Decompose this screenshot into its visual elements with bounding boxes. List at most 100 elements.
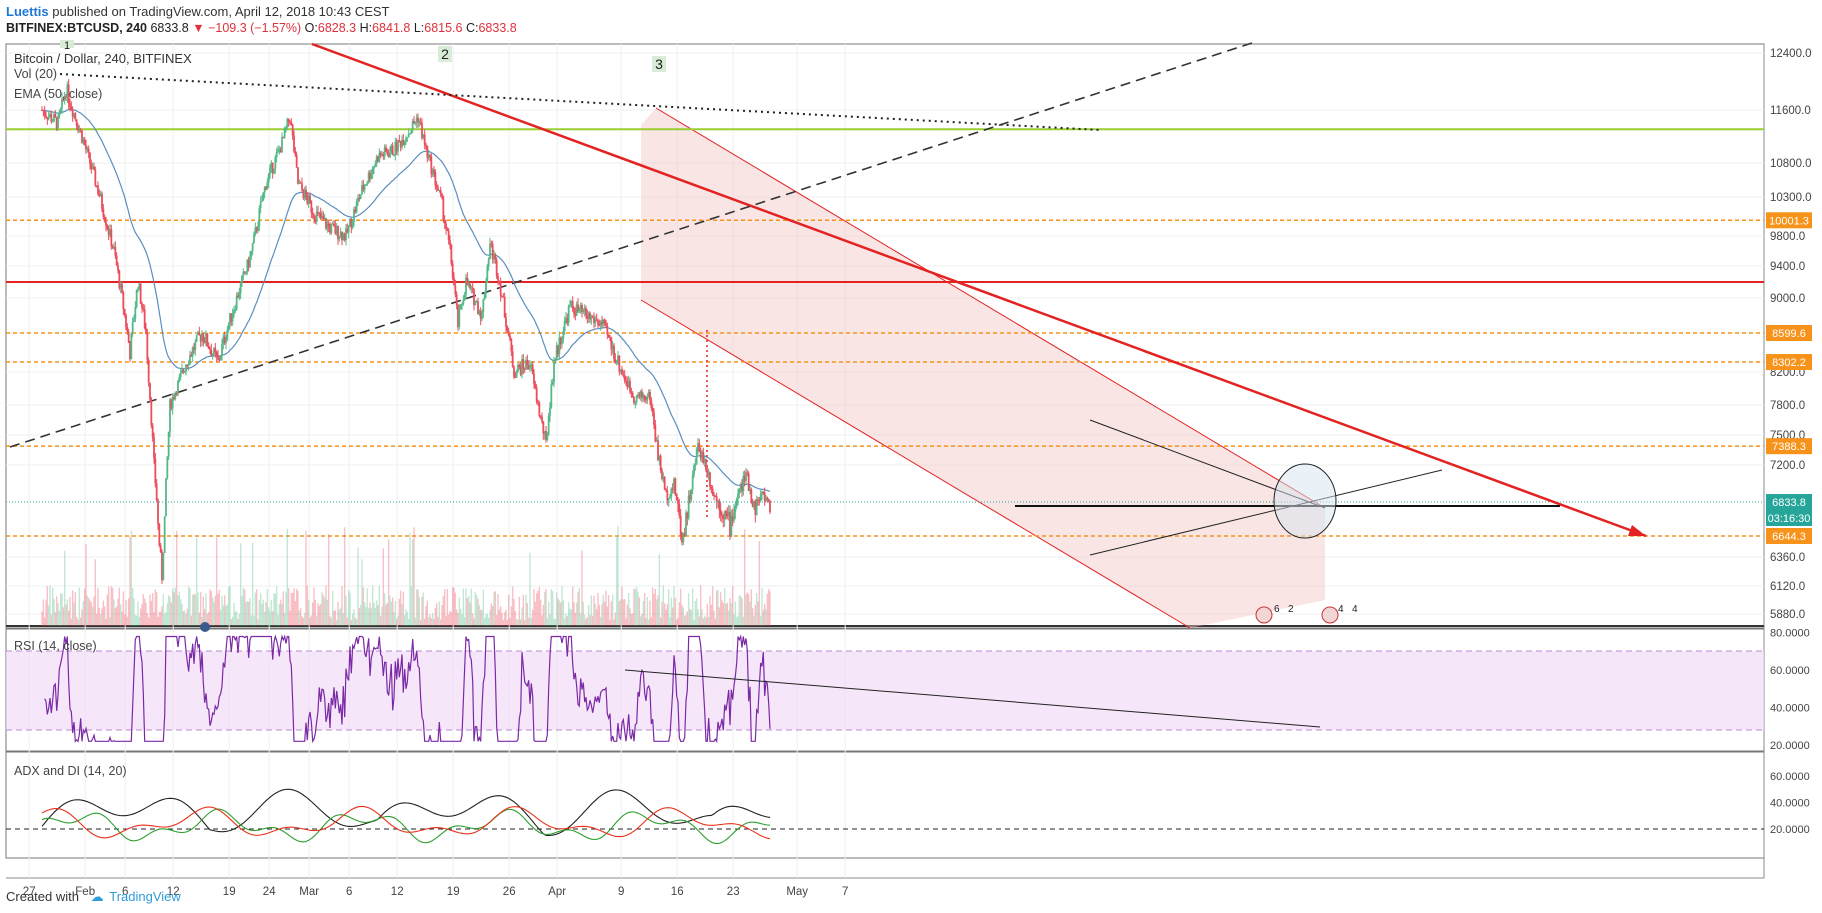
candle-body: [113, 246, 115, 249]
candle-body: [375, 156, 378, 164]
volume-bar: [193, 593, 195, 626]
candle-body: [751, 502, 754, 508]
volume-bar: [505, 609, 507, 626]
info-dot-icon[interactable]: [200, 622, 210, 632]
volume-bar: [683, 615, 686, 626]
candle-body: [499, 281, 502, 296]
rsi-line: [44, 634, 771, 744]
tradingview-link[interactable]: TradingView: [109, 889, 181, 904]
candle-body: [391, 145, 394, 155]
candle-body: [467, 283, 470, 286]
volume-bar: [371, 585, 374, 626]
candle-body: [415, 117, 418, 123]
volume-bar: [685, 614, 687, 626]
candle-body: [126, 327, 129, 332]
candle-body: [286, 118, 289, 128]
candle-body: [690, 489, 693, 500]
candle-body: [49, 114, 51, 117]
candle-body: [550, 384, 553, 408]
volume-bar: [285, 591, 287, 626]
volume-bar: [429, 614, 431, 626]
candle-body: [753, 500, 755, 508]
di-minus-line: [41, 805, 771, 840]
candle-body: [289, 121, 291, 123]
candle-body: [399, 141, 402, 148]
volume-bar: [101, 608, 103, 626]
volume-bar: [50, 614, 53, 626]
volume-bar: [86, 595, 89, 626]
volume-bar: [105, 618, 107, 626]
volume-bar: [667, 589, 670, 626]
candle-body: [70, 106, 73, 110]
volume-bar: [123, 614, 126, 626]
volume-bar: [197, 592, 199, 626]
candle-body: [74, 113, 77, 120]
volume-bar: [755, 593, 758, 626]
candle-body: [363, 185, 366, 190]
candle-body: [63, 96, 66, 100]
candle-body: [271, 162, 274, 174]
candle-body: [658, 456, 661, 461]
volume-bar: [673, 585, 675, 626]
volume-bar: [443, 589, 446, 626]
candle-body: [198, 332, 201, 336]
volume-bar: [713, 610, 715, 626]
rsi-band: [6, 651, 1764, 730]
candle-body: [631, 392, 634, 398]
price-tick-label: 5880.0: [1770, 609, 1805, 621]
volume-bar: [630, 613, 633, 626]
candle-body: [115, 255, 118, 266]
volume-bar: [645, 617, 647, 626]
event-flag-icon-2[interactable]: [1321, 606, 1339, 624]
volume-bar: [457, 613, 459, 626]
volume-bar: [757, 601, 759, 626]
volume-bar: [679, 588, 682, 626]
candle-body: [711, 488, 714, 495]
volume-bar: [433, 618, 435, 626]
volume-bar: [466, 598, 469, 626]
candle-body: [85, 144, 87, 150]
candle-body: [193, 347, 195, 350]
candle-body: [662, 477, 665, 479]
candle-body: [102, 208, 105, 217]
candle-body: [311, 212, 314, 215]
candle-body: [407, 133, 410, 138]
volume-bar: [111, 587, 114, 626]
candle-body: [379, 152, 382, 156]
candle-body: [209, 348, 211, 350]
candle-body: [389, 152, 391, 158]
tradingview-logo-icon[interactable]: ☁: [90, 889, 104, 904]
volume-bar: [591, 615, 594, 626]
candle-body: [269, 167, 271, 175]
candle-body: [706, 470, 709, 475]
volume-bar: [549, 614, 551, 626]
volume-bar: [289, 610, 291, 626]
volume-bar: [389, 595, 391, 626]
candle-body: [246, 259, 249, 273]
volume-bar: [646, 596, 649, 626]
candle-body: [498, 280, 501, 282]
candle-body: [549, 407, 551, 416]
candle-body: [86, 148, 89, 150]
volume-bar: [97, 588, 99, 626]
volume-bar: [729, 598, 731, 626]
price-axis-label: 8599.6: [1766, 325, 1812, 341]
candle-body: [589, 312, 591, 320]
volume-bar: [569, 608, 571, 626]
volume-bar: [274, 593, 277, 626]
author-link[interactable]: Luettis: [6, 4, 49, 19]
candle-body: [502, 296, 505, 298]
volume-bar: [570, 609, 573, 626]
candle-body: [486, 266, 489, 283]
candle-body: [135, 289, 138, 307]
volume-bar: [414, 617, 417, 626]
volume-bar: [637, 591, 639, 626]
candle-body: [530, 364, 533, 366]
candle-body: [754, 500, 757, 515]
event-flag-icon[interactable]: [1255, 606, 1273, 624]
volume-bar: [363, 602, 366, 626]
volume-bar: [209, 589, 211, 626]
candle-body: [755, 499, 758, 515]
volume-bar: [533, 589, 535, 626]
